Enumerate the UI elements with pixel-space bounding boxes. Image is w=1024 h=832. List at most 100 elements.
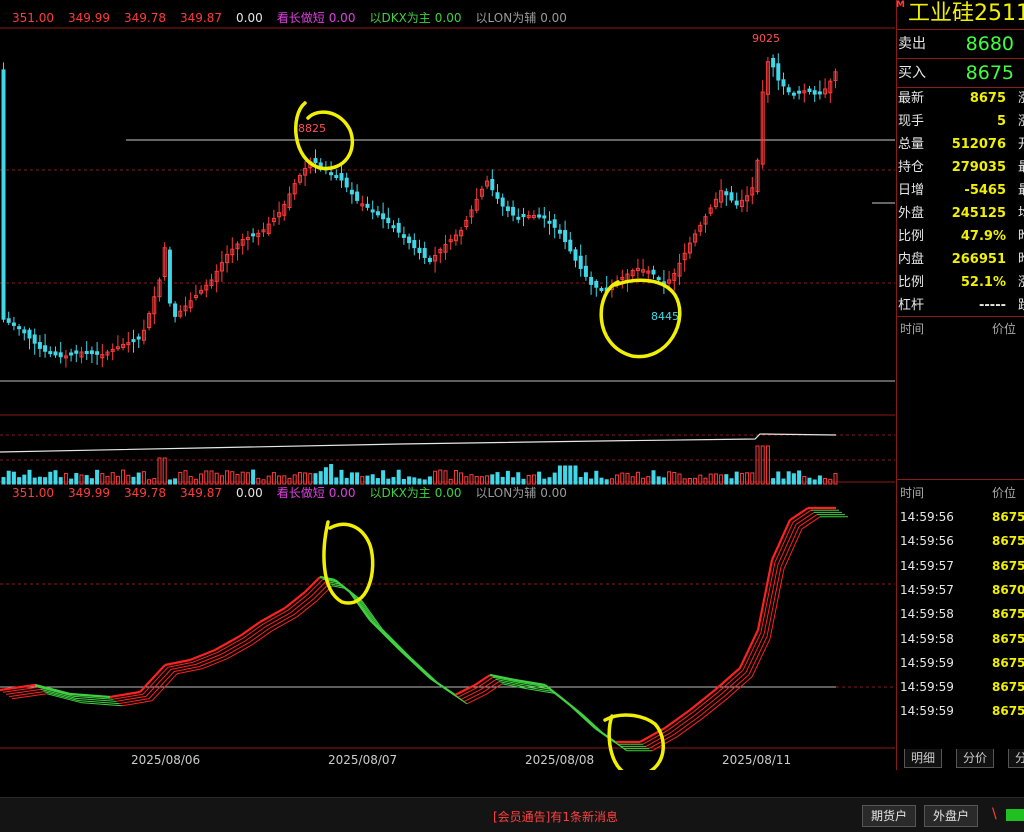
candle-body — [318, 162, 323, 167]
candle-body — [412, 240, 417, 249]
dkx-line — [792, 509, 812, 523]
volume-bar — [193, 478, 198, 485]
foreign-account-button[interactable]: 外盘户 — [924, 805, 979, 827]
candle-body — [63, 355, 68, 359]
candle-body — [698, 224, 703, 232]
candle-body — [147, 313, 152, 329]
volume-bar — [11, 471, 16, 485]
volume-bar — [453, 470, 458, 485]
candle-body — [479, 188, 484, 197]
quote-row: 比例 52.1% 涨 — [898, 271, 1024, 294]
volume-bar — [604, 479, 609, 485]
volume-bar — [490, 474, 495, 485]
candle-body — [765, 61, 770, 95]
quote-value: 47.9% — [960, 229, 1006, 244]
quote-value: ----- — [979, 298, 1006, 313]
volume-bar — [500, 476, 505, 485]
candle-body — [282, 203, 287, 216]
dkx-line — [328, 583, 345, 588]
futures-account-button[interactable]: 期货户 — [862, 805, 917, 827]
candle-body — [11, 322, 16, 326]
tick-price: 8675 — [992, 607, 1024, 622]
volume-bar — [105, 475, 110, 485]
dkx-line — [8, 691, 45, 698]
volume-bar — [162, 457, 167, 485]
candle-body — [708, 207, 713, 214]
candle-body — [381, 213, 386, 220]
quote-panel — [896, 0, 1024, 770]
quote-label: 现手 — [898, 114, 925, 129]
volume-bar — [375, 478, 380, 485]
volume-bar — [656, 476, 661, 485]
candle-body — [391, 225, 396, 229]
volume-bar — [173, 478, 178, 485]
volume-bar — [136, 472, 141, 485]
volume-bar — [802, 475, 807, 485]
dkx-line — [514, 678, 546, 687]
candle-body — [573, 249, 578, 261]
dkx-line — [148, 671, 175, 699]
volume-bar — [277, 475, 282, 485]
dkx-line — [293, 598, 315, 615]
candle-body — [724, 191, 729, 196]
dkx-line — [214, 635, 241, 651]
dkx-line — [526, 688, 558, 695]
buy-value: 8675 — [965, 62, 1014, 84]
volume-bar — [214, 472, 219, 485]
tick-time: 14:59:59 — [900, 655, 954, 670]
volume-bar — [635, 471, 640, 485]
tab-more[interactable]: 分 — [1008, 749, 1024, 768]
candle-body — [167, 249, 172, 304]
dkx-line — [581, 713, 608, 738]
tab-price-split[interactable]: 分价 — [956, 749, 995, 768]
candle-body — [292, 183, 297, 195]
ind-label-2: 以DKX为主 — [369, 11, 431, 25]
candle-body — [427, 257, 432, 263]
volume-bar — [812, 479, 817, 485]
candle-body — [791, 92, 796, 96]
market-marker: M — [896, 0, 905, 10]
candle-body — [349, 189, 354, 195]
dkx-line — [454, 684, 476, 696]
volume-bar — [505, 470, 510, 485]
ind2-val-1: 351.00 — [12, 486, 54, 500]
ind2-label-1: 看长做短 — [276, 486, 325, 500]
candle-body — [271, 217, 276, 223]
candle-body — [131, 339, 136, 343]
dkx-line — [198, 656, 225, 668]
dkx-line — [789, 507, 809, 521]
volume-bar — [719, 474, 724, 485]
dkx-line — [372, 621, 404, 653]
dkx-line — [151, 673, 178, 702]
candle-body — [781, 79, 786, 87]
tick-time: 14:59:57 — [900, 582, 954, 597]
volume-bar — [734, 471, 739, 485]
candle-body — [687, 242, 692, 254]
candle-body — [433, 254, 438, 262]
quote-ext: 涨 — [1018, 110, 1024, 133]
tick-time: 14:59:58 — [900, 607, 954, 622]
candle-body — [256, 232, 261, 238]
candle-body — [485, 180, 490, 187]
volume-bar — [407, 476, 412, 485]
volume-bar — [110, 472, 115, 485]
tab-detail[interactable]: 明细 — [904, 749, 943, 768]
kline-chart[interactable]: 8825 9025 8445 — [0, 0, 895, 770]
volume-bars — [0, 433, 838, 485]
candle-body — [578, 255, 583, 269]
dkx-line — [176, 668, 203, 675]
dkx-line — [223, 642, 250, 658]
member-notice[interactable]: [会员通告]有1条新消息 — [493, 810, 618, 824]
volume-bar — [100, 473, 105, 485]
volume-bar — [183, 470, 188, 485]
candle-body — [329, 172, 334, 176]
tick-row: 14:59:59 8675 — [898, 699, 1024, 723]
candle-body — [776, 63, 781, 81]
dkx-line — [777, 524, 797, 565]
dkx-line — [774, 521, 794, 563]
annotation-circles — [293, 101, 682, 770]
volume-bar — [750, 472, 755, 485]
candle-body — [89, 350, 94, 355]
volume-bar — [386, 478, 391, 485]
circle-low-top — [599, 278, 682, 359]
